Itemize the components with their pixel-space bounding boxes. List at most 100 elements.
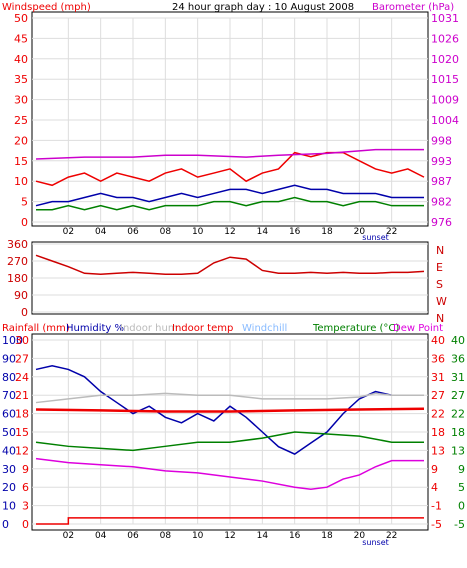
p2-left-tick: 0 (21, 306, 28, 319)
p1-left-tick: 15 (14, 155, 28, 168)
p1-x-tick: 16 (289, 227, 301, 237)
p1-x-tick: 22 (386, 227, 397, 237)
p3-temp-tick-outer: 27 (451, 389, 465, 402)
p3-temp-tick-inner: 9 (431, 463, 438, 476)
temperature-label: Temperature (°C) (312, 323, 399, 334)
rainfall-label: Rainfall (mm) (2, 323, 70, 334)
p3-rain-tick: 30 (15, 334, 29, 347)
p3-rain-tick: 27 (15, 352, 29, 365)
p2-left-tick: 90 (14, 289, 28, 302)
p3-hum-tick: 90 (2, 352, 16, 365)
p3-rain-tick: 21 (15, 389, 29, 402)
p3-series-humidity (35, 364, 424, 455)
p3-x-tick: 02 (63, 531, 74, 541)
p1-x-tick: 06 (127, 227, 139, 237)
p3-rain-tick: 0 (22, 518, 29, 531)
p3-hum-tick: 50 (2, 426, 16, 439)
p3-x-tick: 16 (289, 531, 301, 541)
p1-series-gust (35, 151, 425, 187)
p3-hum-tick: 20 (2, 481, 16, 494)
p3-temp-tick-outer: 36 (451, 352, 465, 365)
p1-x-tick: 14 (257, 227, 269, 237)
p3-series-rain (36, 517, 424, 525)
p3-rain-tick: 6 (22, 481, 29, 494)
p3-series-indoor_temp (35, 407, 425, 413)
p1-left-tick: 35 (14, 73, 28, 86)
p1-left-tick: 0 (21, 216, 28, 229)
p3-hum-tick: 30 (2, 463, 16, 476)
p1-x-tick: 02 (63, 227, 74, 237)
p2-right-tick: N (436, 244, 444, 257)
p3-hum-tick: 0 (2, 518, 9, 531)
indoor-hum-label: Indoor hum (120, 323, 178, 334)
p1-x-tick: 18 (321, 227, 333, 237)
p1-right-tick: 1009 (431, 94, 459, 107)
p3-hum-tick: 60 (2, 408, 16, 421)
p1-right-tick: 1026 (431, 32, 459, 45)
chart-marks: 0510152025303540455097698298799399810041… (2, 12, 465, 547)
p1-x-tick: 04 (95, 227, 107, 237)
dew-point-label: Dew Point (393, 323, 443, 334)
p1-left-tick: 30 (14, 94, 28, 107)
indoor-temp-label: Indoor temp (172, 323, 233, 334)
p3-x-tick: 20 (354, 531, 366, 541)
p1-left-tick: 10 (14, 175, 28, 188)
p1-left-tick: 40 (14, 53, 28, 66)
p1-x-tick: 20 (354, 227, 366, 237)
p3-series-dew_point (35, 457, 424, 491)
p2-right-tick: S (436, 278, 443, 291)
p3-x-tick: 22 (386, 531, 397, 541)
p3-temp-tick-inner: 18 (431, 426, 445, 439)
p3-x-tick: 04 (95, 531, 107, 541)
p3-x-tick: 08 (160, 531, 172, 541)
p3-hum-tick: 100 (2, 334, 23, 347)
humidity-label: Humidity % (66, 323, 124, 334)
p3-temp-tick-inner: 22 (431, 408, 445, 421)
p3-temp-tick-inner: 4 (431, 481, 438, 494)
p1-left-tick: 5 (21, 196, 28, 209)
p3-temp-tick-outer: 13 (451, 444, 465, 457)
p2-right-tick: E (436, 261, 443, 274)
p3-temp-tick-inner: 40 (431, 334, 445, 347)
p3-series-indoor_hum (35, 392, 424, 404)
p3-rain-tick: 15 (15, 426, 29, 439)
p3-temp-tick-inner: -1 (431, 500, 442, 513)
p3-temp-tick-inner: -5 (431, 518, 442, 531)
p3-hum-tick: 40 (2, 444, 16, 457)
p3-temp-tick-outer: 5 (458, 481, 465, 494)
page-title: 24 hour graph day : 10 August 2008 (172, 2, 354, 13)
p3-temp-tick-inner: 31 (431, 371, 445, 384)
p3-temp-tick-outer: 0 (458, 500, 465, 513)
p3-rain-tick: 12 (15, 444, 29, 457)
p3-temp-tick-outer: -5 (454, 518, 465, 531)
p1-right-tick: 1020 (431, 53, 459, 66)
p1-right-tick: 1015 (431, 73, 459, 86)
p3-temp-tick-outer: 31 (451, 371, 465, 384)
p1-right-tick: 998 (431, 134, 452, 147)
p1-right-tick: 982 (431, 196, 452, 209)
p1-right-tick: 987 (431, 175, 452, 188)
p3-rain-tick: 18 (15, 408, 29, 421)
p1-right-tick: 993 (431, 155, 452, 168)
barometer-label: Barometer (hPa) (372, 2, 454, 13)
p3-x-tick: 06 (127, 531, 139, 541)
p1-left-tick: 25 (14, 114, 28, 127)
p1-series-avg (35, 184, 424, 207)
p3-temp-tick-outer: 9 (458, 463, 465, 476)
p3-hum-tick: 70 (2, 389, 16, 402)
p1-series-baro (35, 148, 424, 160)
p2-left-tick: 360 (7, 238, 28, 251)
p1-right-tick: 1004 (431, 114, 459, 127)
p1-x-tick: 12 (224, 227, 235, 237)
p3-rain-tick: 3 (22, 500, 29, 513)
p2-left-tick: 180 (7, 272, 28, 285)
p3-temp-tick-inner: 27 (431, 389, 445, 402)
p1-series-min (36, 196, 424, 211)
p1-right-tick: 976 (431, 216, 452, 229)
p2-right-tick: W (436, 295, 447, 308)
p3-rain-tick: 24 (15, 371, 29, 384)
p3-temp-tick-inner: 36 (431, 352, 445, 365)
p3-x-tick: 10 (192, 531, 204, 541)
p3-x-tick: 12 (224, 531, 235, 541)
